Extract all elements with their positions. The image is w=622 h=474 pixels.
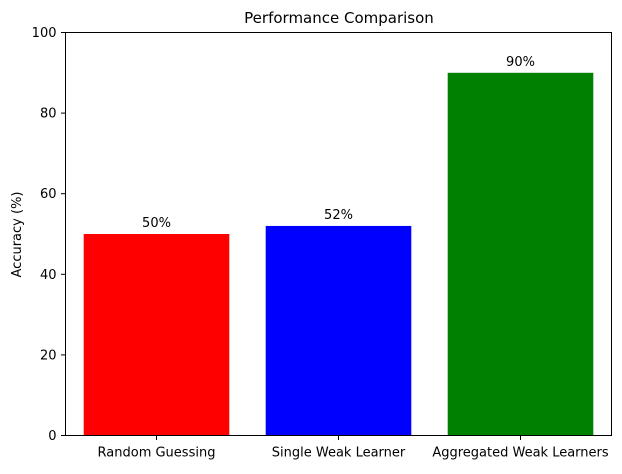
x-tick-label: Single Weak Learner [272,446,406,461]
bar-value-labels: 50% 52% 90% [142,55,535,231]
y-tick-label: 20 [40,348,57,363]
bars-layer [83,72,594,436]
plot-frame [65,32,612,436]
bar-0 [83,234,230,436]
bar-2 [447,72,594,436]
y-tick-label: 60 [40,187,57,202]
x-axis-ticks: Random Guessing Single Weak Learner Aggreg… [98,435,609,461]
y-tick-label: 80 [40,107,57,122]
y-tick-label: 100 [32,26,57,41]
bar-value-label: 50% [142,216,171,231]
chart-title: Performance Comparison [244,9,434,27]
y-axis-label: Accuracy (%) [10,192,25,278]
y-tick-label: 0 [48,429,56,444]
x-tick-label: Random Guessing [98,446,216,461]
y-tick-label: 40 [40,268,57,283]
x-tick-label: Aggregated Weak Learners [432,446,609,461]
bar-1 [265,225,412,436]
y-axis-ticks: 0 20 40 60 80 100 [32,26,66,444]
bar-value-label: 90% [506,55,535,70]
bar-value-label: 52% [324,208,353,223]
